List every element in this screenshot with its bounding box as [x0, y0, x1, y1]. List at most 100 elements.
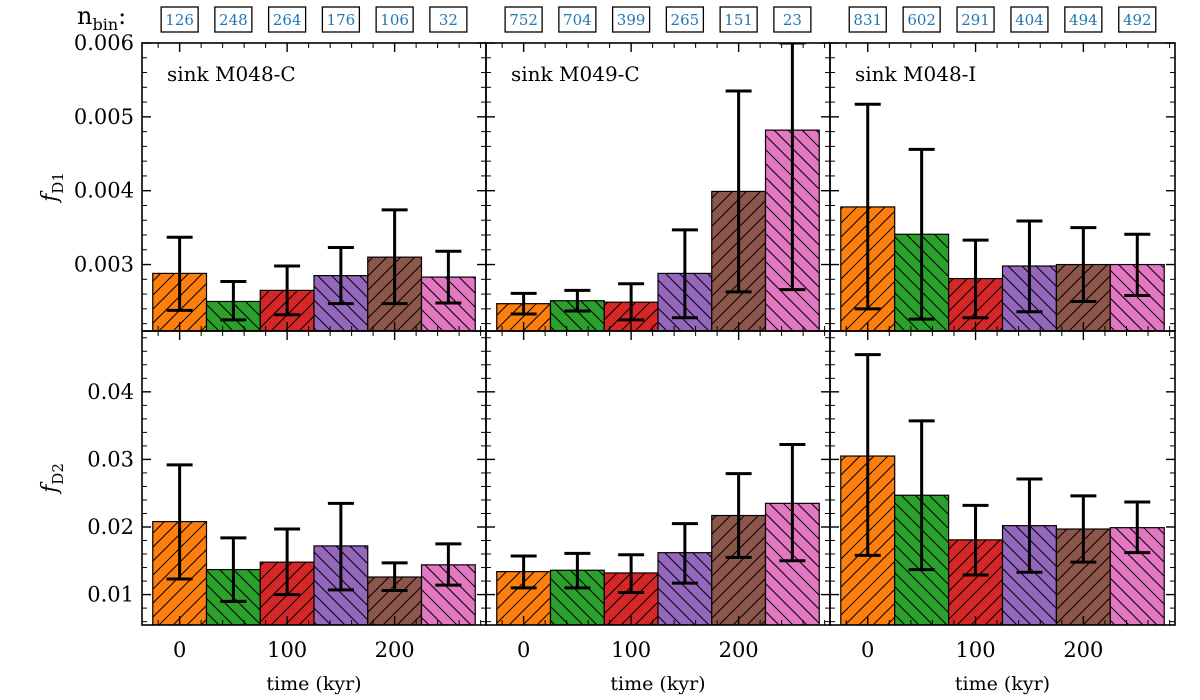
nbin-label-sub: bin [92, 15, 118, 34]
nbin-box-frame [719, 6, 758, 33]
nbin-value: 492 [1123, 11, 1152, 29]
nbin-box: 176 [321, 6, 361, 33]
nbin-label-colon: : [118, 2, 126, 30]
y-tick-label: 0.02 [87, 515, 134, 539]
nbin-value: 265 [671, 11, 700, 29]
nbin-box-frame [1064, 6, 1103, 33]
nbin-value: 494 [1069, 11, 1098, 29]
y-tick-label: 0.03 [87, 447, 134, 471]
error-bar [779, 443, 806, 563]
error-bar [725, 89, 752, 294]
axes-fD1: sink M049-C [485, 42, 831, 332]
plot-area [152, 463, 476, 625]
nbin-box: 404 [1010, 6, 1049, 33]
error-bar [854, 102, 881, 311]
error-bar [1016, 219, 1043, 314]
error-bar [274, 527, 301, 597]
error-bar [962, 238, 989, 320]
error-bar [725, 472, 752, 559]
nbin-value: 704 [563, 11, 592, 29]
nbin-label: nbin: [77, 2, 126, 34]
error-bar [274, 264, 301, 317]
y-axis-label: fD2 [38, 463, 67, 495]
nbin-box: 492 [1118, 6, 1157, 33]
axes-fD1: sink M048-I [829, 42, 1176, 332]
plot-area [840, 353, 1165, 625]
error-bar [962, 503, 989, 577]
nbin-value: 151 [724, 11, 753, 29]
nbin-box-frame [160, 6, 199, 33]
nbin-value: 404 [1015, 11, 1044, 29]
y-tick-label: 0.01 [87, 583, 134, 607]
nbin-box-frame [504, 6, 543, 33]
nbin-box-frame [611, 6, 651, 33]
nbin-box-frame [1010, 6, 1049, 33]
x-tick-label: 0 [517, 638, 530, 662]
error-bar [381, 561, 408, 593]
error-bar [166, 463, 193, 581]
error-bar [618, 553, 645, 595]
plot-area [496, 43, 820, 331]
x-tick-label: 200 [1063, 638, 1103, 662]
panel-column-3: 831 602 291 404 494 492 sink M048-I 0 100 200 time… [829, 6, 1176, 695]
nbin-value: 106 [380, 11, 409, 29]
axes-fD1: 0.003 0.004 0.005 0.006 sink M048-C [74, 31, 487, 332]
axes-fD2: 0 100 200 time (kyr) [829, 330, 1176, 695]
y-tick-label: 0.04 [87, 380, 134, 404]
y-tick-label: 0.004 [74, 179, 134, 203]
nbin-box: 151 [719, 6, 758, 33]
error-bar [1016, 477, 1043, 574]
nbin-value: 831 [853, 11, 882, 29]
y-axis-label: fD1 [38, 172, 67, 204]
nbin-box: 291 [956, 6, 995, 33]
panel-title: sink M048-C [167, 62, 296, 86]
error-bar [671, 522, 698, 585]
error-bar [564, 288, 591, 313]
error-bar [220, 536, 247, 603]
nbin-value: 248 [219, 11, 248, 29]
axes-frame [829, 330, 1176, 626]
plot-area [840, 102, 1165, 331]
error-bar [381, 208, 408, 306]
nbin-label-main: n [77, 2, 92, 30]
panel-title: sink M048-I [855, 62, 976, 86]
nbin-box: 399 [611, 6, 651, 33]
panel-column-2: 752 704 399 265 151 23 sink M049-C 0 100 200 time … [485, 6, 831, 695]
nbin-header: nbin: [77, 2, 126, 34]
x-tick-label: 100 [611, 638, 651, 662]
error-bar [618, 282, 645, 322]
nbin-box-frame [214, 6, 253, 33]
nbin-value: 32 [439, 11, 458, 29]
nbin-box: 752 [504, 6, 543, 33]
y-axis-label-sub: D2 [49, 463, 67, 485]
y-axis-label-sub: D1 [49, 172, 67, 194]
nbin-box-frame [267, 6, 307, 33]
nbin-box-frame [1118, 6, 1157, 33]
error-bar [1070, 226, 1097, 303]
x-tick-label: 200 [375, 638, 415, 662]
nbin-box-frame [375, 6, 414, 33]
nbin-value: 399 [617, 11, 646, 29]
plot-area [496, 443, 820, 625]
nbin-box-frame [429, 6, 468, 33]
nbin-value: 126 [165, 11, 194, 29]
axis-labels: fD1 fD2 [38, 172, 67, 495]
nbin-box-frame [665, 6, 705, 33]
nbin-box: 126 [160, 6, 199, 33]
x-tick-label: 100 [267, 638, 307, 662]
y-tick-label: 0.006 [74, 31, 134, 55]
nbin-value: 291 [961, 11, 990, 29]
error-bar [1124, 232, 1151, 298]
error-bar [1070, 494, 1097, 564]
panels: 126 248 264 176 106 32 0.003 0.004 0.005 0.006 sin… [74, 6, 1176, 695]
nbin-value: 176 [327, 11, 356, 29]
nbin-box-frame [902, 6, 941, 33]
nbin-box: 602 [902, 6, 941, 33]
nbin-box: 265 [665, 6, 705, 33]
y-tick-label: 0.003 [74, 253, 134, 277]
nbin-box-frame [773, 6, 812, 33]
error-bar [908, 419, 935, 572]
y-tick-label: 0.005 [74, 105, 134, 129]
error-bar [220, 280, 247, 322]
x-tick-label: 0 [173, 638, 186, 662]
